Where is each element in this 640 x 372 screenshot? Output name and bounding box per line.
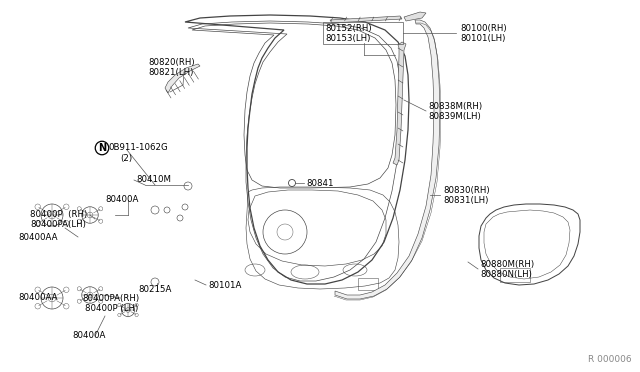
Text: 80410M: 80410M bbox=[136, 176, 171, 185]
Text: 80880M(RH): 80880M(RH) bbox=[480, 260, 534, 269]
Polygon shape bbox=[393, 42, 406, 165]
Text: 80821(LH): 80821(LH) bbox=[148, 67, 193, 77]
Polygon shape bbox=[165, 64, 200, 93]
Text: 80831(LH): 80831(LH) bbox=[443, 196, 488, 205]
Text: 80400A: 80400A bbox=[105, 196, 138, 205]
Text: 80400P  (RH): 80400P (RH) bbox=[30, 209, 87, 218]
Text: 80101(LH): 80101(LH) bbox=[460, 33, 506, 42]
Polygon shape bbox=[330, 16, 402, 23]
Text: R 000006: R 000006 bbox=[588, 355, 632, 364]
Text: 80400PA(LH): 80400PA(LH) bbox=[30, 219, 86, 228]
Text: 80100(RH): 80100(RH) bbox=[460, 23, 507, 32]
Text: 80153(LH): 80153(LH) bbox=[325, 33, 371, 42]
Text: 80838M(RH): 80838M(RH) bbox=[428, 102, 482, 110]
Text: 80215A: 80215A bbox=[138, 285, 172, 295]
Text: 80152(RH): 80152(RH) bbox=[325, 23, 372, 32]
Text: 80400A: 80400A bbox=[72, 331, 106, 340]
Text: 80400AA: 80400AA bbox=[18, 232, 58, 241]
Text: 80400PA(RH): 80400PA(RH) bbox=[82, 294, 139, 302]
Text: 80820(RH): 80820(RH) bbox=[148, 58, 195, 67]
Text: (2): (2) bbox=[120, 154, 132, 163]
Text: 80400AA: 80400AA bbox=[18, 294, 58, 302]
Text: 0B911-1062G: 0B911-1062G bbox=[108, 144, 168, 153]
Text: 80841: 80841 bbox=[306, 179, 333, 187]
Polygon shape bbox=[335, 20, 440, 299]
Polygon shape bbox=[404, 12, 426, 21]
Text: 80830(RH): 80830(RH) bbox=[443, 186, 490, 195]
Text: N: N bbox=[98, 143, 106, 153]
Text: 80839M(LH): 80839M(LH) bbox=[428, 112, 481, 121]
Text: 80101A: 80101A bbox=[208, 280, 241, 289]
Text: 80880N(LH): 80880N(LH) bbox=[480, 269, 532, 279]
Text: 80400P (LH): 80400P (LH) bbox=[85, 304, 138, 312]
